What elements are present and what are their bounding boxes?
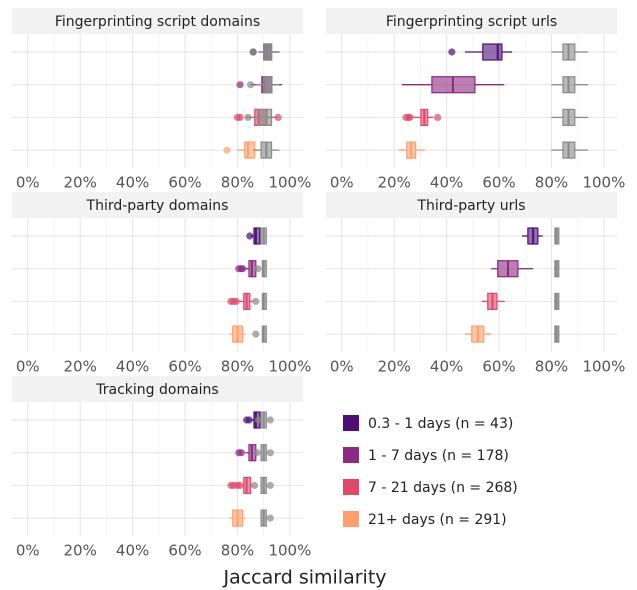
- legend-swatch: [343, 511, 359, 527]
- x-tick-label: 0%: [16, 542, 40, 560]
- x-tick-label: 60%: [168, 174, 201, 192]
- x-tick-label: 80%: [535, 358, 568, 376]
- x-tick-label: 40%: [116, 542, 149, 560]
- x-tick-label: 80%: [221, 174, 254, 192]
- outlier: [406, 113, 414, 121]
- x-tick-label: 20%: [377, 358, 410, 376]
- box: [257, 108, 273, 127]
- outlier: [434, 113, 442, 121]
- x-tick-label: 40%: [430, 174, 463, 192]
- outlier: [250, 481, 259, 489]
- strip-background: [12, 8, 303, 34]
- x-tick-label: 0%: [330, 174, 354, 192]
- panel-title: Fingerprinting script urls: [386, 14, 557, 30]
- outlier: [274, 113, 282, 121]
- outlier: [239, 265, 247, 273]
- x-tick-label: 100%: [268, 174, 311, 192]
- box: [263, 43, 273, 61]
- strip-background: [12, 376, 303, 402]
- outlier: [266, 416, 274, 424]
- outlier: [266, 449, 274, 457]
- outlier: [236, 481, 244, 489]
- outlier: [254, 265, 262, 273]
- panel-title: Third-party domains: [86, 198, 229, 214]
- x-tick-label: 20%: [63, 174, 96, 192]
- outlier: [252, 330, 260, 338]
- x-tick-label: 0%: [16, 358, 40, 376]
- x-tick-label: 0%: [330, 358, 354, 376]
- x-tick-label: 20%: [377, 174, 410, 192]
- outlier: [246, 81, 255, 89]
- outlier: [244, 113, 252, 121]
- panel-title: Tracking domains: [95, 382, 218, 398]
- strip-background: [326, 192, 617, 218]
- x-tick-label: 40%: [430, 358, 463, 376]
- x-tick-label: 60%: [482, 174, 515, 192]
- legend-label: 7 - 21 days (n = 268): [368, 480, 518, 496]
- x-tick-label: 40%: [116, 174, 149, 192]
- box: [253, 227, 261, 245]
- x-tick-label: 20%: [63, 358, 96, 376]
- legend-swatch: [343, 479, 359, 495]
- x-tick-label: 80%: [221, 542, 254, 560]
- outlier: [253, 449, 261, 457]
- x-tick-label: 0%: [16, 174, 40, 192]
- x-tick-label: 80%: [535, 174, 568, 192]
- outlier: [266, 481, 274, 489]
- x-axis-label: Jaccard similarity: [222, 567, 386, 589]
- outlier: [252, 297, 260, 305]
- outlier: [249, 48, 257, 56]
- x-tick-label: 100%: [268, 358, 311, 376]
- legend-label: 0.3 - 1 days (n = 43): [368, 416, 513, 432]
- outlier: [448, 48, 456, 56]
- strip-background: [326, 8, 617, 34]
- x-tick-label: 60%: [168, 358, 201, 376]
- legend-swatch: [343, 447, 359, 463]
- outlier: [245, 416, 253, 424]
- outlier: [223, 146, 231, 154]
- legend-label: 21+ days (n = 291): [368, 512, 507, 528]
- box: [263, 76, 273, 94]
- strip-background: [12, 192, 303, 218]
- outlier: [232, 297, 240, 305]
- outlier: [236, 81, 244, 89]
- legend-swatch: [343, 415, 359, 431]
- x-tick-label: 60%: [482, 358, 515, 376]
- x-tick-label: 40%: [116, 358, 149, 376]
- x-tick-label: 60%: [168, 542, 201, 560]
- x-tick-label: 100%: [582, 174, 625, 192]
- x-tick-label: 100%: [582, 358, 625, 376]
- outlier: [237, 449, 245, 457]
- x-tick-label: 20%: [63, 542, 96, 560]
- outlier: [236, 113, 244, 121]
- x-tick-label: 80%: [221, 358, 254, 376]
- outlier: [254, 416, 263, 424]
- panel-title: Third-party urls: [416, 198, 525, 214]
- outlier: [266, 514, 274, 522]
- box: [482, 43, 503, 61]
- x-tick-label: 100%: [268, 542, 311, 560]
- panel-title: Fingerprinting script domains: [55, 14, 260, 30]
- legend-label: 1 - 7 days (n = 178): [368, 448, 509, 464]
- outlier: [246, 232, 254, 240]
